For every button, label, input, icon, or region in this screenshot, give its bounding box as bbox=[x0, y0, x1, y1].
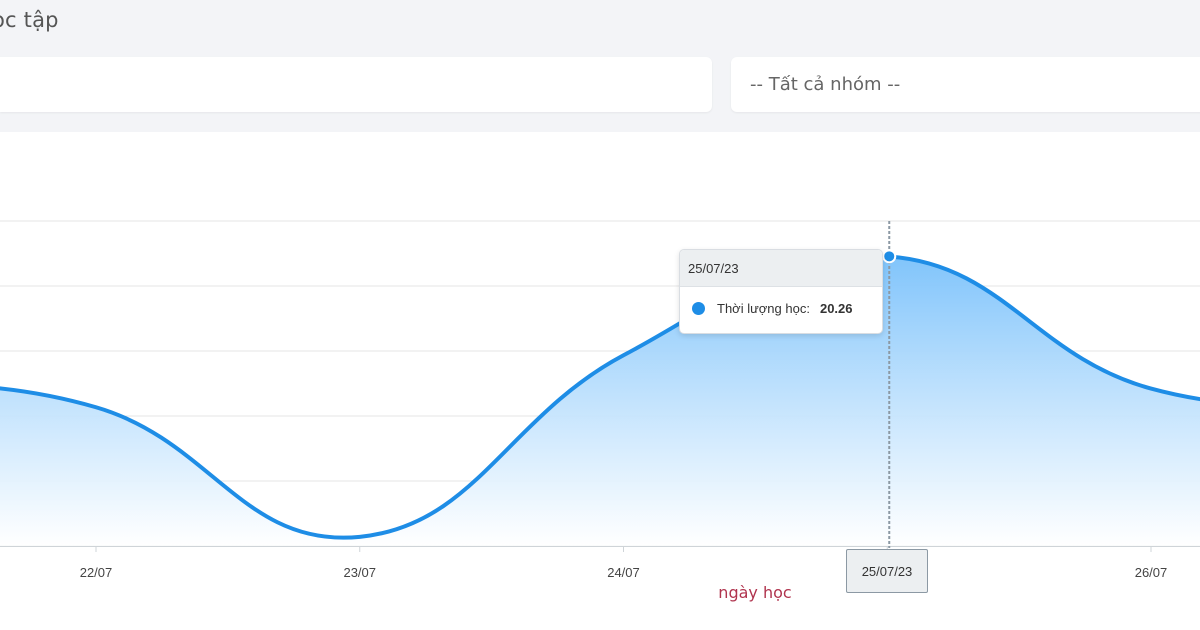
x-tick-label: 24/07 bbox=[607, 565, 640, 580]
group-select[interactable]: -- Tất cả nhóm -- bbox=[731, 57, 1200, 112]
series-line bbox=[0, 253, 1200, 540]
series-marker-icon bbox=[692, 302, 705, 315]
tooltip: 25/07/23 Thời lượng học: 20.26 bbox=[679, 249, 883, 334]
x-axis-title: ngày học bbox=[718, 583, 791, 602]
tooltip-date: 25/07/23 bbox=[680, 250, 882, 287]
x-tick-label: 22/07 bbox=[80, 565, 113, 580]
crosshair-x-label: 25/07/23 bbox=[846, 549, 928, 593]
search-input[interactable] bbox=[0, 57, 712, 112]
page-title: ọc tập bbox=[0, 8, 59, 32]
data-point[interactable] bbox=[882, 249, 897, 264]
tooltip-label: Thời lượng học: bbox=[717, 301, 810, 316]
x-tick-label: 26/07 bbox=[1135, 565, 1168, 580]
series-area bbox=[0, 255, 1200, 546]
tooltip-value: 20.26 bbox=[819, 301, 853, 316]
x-tick-label: 23/07 bbox=[343, 565, 376, 580]
